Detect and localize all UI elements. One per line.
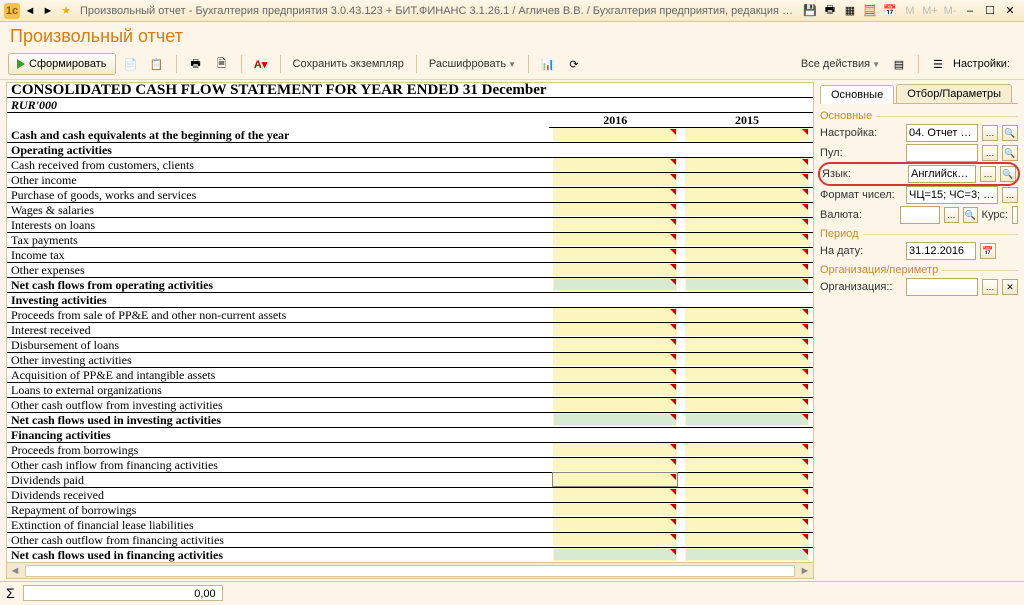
rate-label: Курс: bbox=[982, 209, 1008, 221]
all-actions-label: Все действия bbox=[801, 58, 870, 70]
calc-icon[interactable]: 🧮 bbox=[862, 3, 878, 19]
settings-panel: Основные Отбор/Параметры Основные Настро… bbox=[814, 80, 1024, 581]
tab-filter[interactable]: Отбор/Параметры bbox=[896, 84, 1012, 103]
print-icon[interactable]: 🖶 bbox=[822, 3, 838, 19]
currency-input[interactable] bbox=[900, 206, 940, 224]
org-more-icon[interactable]: … bbox=[982, 279, 998, 295]
all-actions-dropdown[interactable]: Все действия▼ bbox=[797, 56, 884, 72]
setting-input[interactable]: 04. Отчет о движении денеж bbox=[906, 124, 978, 142]
close-icon[interactable]: ✕ bbox=[1002, 3, 1018, 19]
actions-menu-icon[interactable]: ▤ bbox=[888, 53, 910, 75]
group-org: Организация/периметр bbox=[820, 264, 1018, 276]
maximize-icon[interactable]: ☐ bbox=[982, 3, 998, 19]
sum-value: 0,00 bbox=[23, 585, 223, 601]
statusbar: Σ 0,00 bbox=[0, 581, 1024, 603]
group-period: Период bbox=[820, 228, 1018, 240]
lang-search-icon[interactable]: 🔍 bbox=[1000, 166, 1016, 182]
currency-more-icon[interactable]: … bbox=[944, 207, 959, 223]
decrypt-label: Расшифровать bbox=[429, 58, 506, 70]
settings-toggle-icon[interactable]: ☰ bbox=[927, 53, 949, 75]
settings-label: Настройки: bbox=[953, 58, 1016, 70]
form-button[interactable]: Сформировать bbox=[8, 53, 116, 75]
report-area: CONSOLIDATED CASH FLOW STATEMENT FOR YEA… bbox=[6, 82, 814, 579]
minimize-icon[interactable]: – bbox=[962, 3, 978, 19]
numfmt-label: Формат чисел: bbox=[820, 189, 902, 201]
page-header: Произвольный отчет bbox=[0, 22, 1024, 49]
form-button-label: Сформировать bbox=[29, 58, 107, 70]
toolbar: Сформировать 📄 📋 🖶 🗎 A▾ Сохранить экземп… bbox=[0, 49, 1024, 80]
horizontal-scrollbar[interactable]: ◄► bbox=[7, 562, 813, 578]
page-title: Произвольный отчет bbox=[10, 26, 1014, 47]
setting-label: Настройка: bbox=[820, 127, 902, 139]
numfmt-input[interactable]: ЧЦ=15; ЧС=3; ЧО=0 bbox=[906, 186, 998, 204]
org-input[interactable] bbox=[906, 278, 978, 296]
window-title: Произвольный отчет - Бухгалтерия предпри… bbox=[76, 5, 802, 17]
setting-search-icon[interactable]: 🔍 bbox=[1002, 125, 1018, 141]
window-titlebar: 1c ◄ ► ★ Произвольный отчет - Бухгалтери… bbox=[0, 0, 1024, 22]
field-numformat: Формат чисел: ЧЦ=15; ЧС=3; ЧО=0 … bbox=[820, 186, 1018, 204]
nav-back-icon[interactable]: ◄ bbox=[22, 3, 38, 19]
preview-icon[interactable]: 🗎 bbox=[211, 53, 233, 75]
date-calendar-icon[interactable]: 📅 bbox=[980, 243, 996, 259]
calendar-icon[interactable]: 📅 bbox=[882, 3, 898, 19]
chart-icon[interactable]: 📊 bbox=[537, 53, 559, 75]
org-clear-icon[interactable]: ✕ bbox=[1002, 279, 1018, 295]
mminus-icon[interactable]: M- bbox=[942, 3, 958, 19]
tab-main[interactable]: Основные bbox=[820, 85, 894, 104]
pool-input[interactable] bbox=[906, 144, 978, 162]
field-org: Организация:: … ✕ bbox=[820, 278, 1018, 296]
pool-label: Пул: bbox=[820, 147, 902, 159]
paste-icon[interactable]: 📋 bbox=[146, 53, 168, 75]
lang-more-icon[interactable]: … bbox=[980, 166, 996, 182]
rate-input[interactable]: 0,0000 bbox=[1012, 206, 1018, 224]
printer-icon[interactable]: 🖶 bbox=[185, 53, 207, 75]
nav-fwd-icon[interactable]: ► bbox=[40, 3, 56, 19]
numfmt-more-icon[interactable]: … bbox=[1002, 187, 1018, 203]
report-scroll[interactable]: CONSOLIDATED CASH FLOW STATEMENT FOR YEA… bbox=[7, 83, 813, 562]
date-label: На дату: bbox=[820, 245, 902, 257]
m-icon[interactable]: M bbox=[902, 3, 918, 19]
app-icon: 1c bbox=[4, 3, 20, 19]
refresh-icon[interactable]: ⟳ bbox=[563, 53, 585, 75]
field-setting: Настройка: 04. Отчет о движении денеж … … bbox=[820, 124, 1018, 142]
lang-input[interactable]: Английский (США) bbox=[908, 165, 976, 183]
group-main: Основные bbox=[820, 110, 1018, 122]
save-copy-link[interactable]: Сохранить экземпляр bbox=[289, 56, 408, 72]
mplus-icon[interactable]: M+ bbox=[922, 3, 938, 19]
decrypt-dropdown[interactable]: Расшифровать▼ bbox=[425, 56, 520, 72]
sigma-icon: Σ bbox=[6, 585, 15, 601]
field-date: На дату: 31.12.2016 📅 bbox=[820, 242, 1018, 260]
field-currency: Валюта: … 🔍 Курс: 0,0000 bbox=[820, 206, 1018, 224]
grid-icon[interactable]: ▦ bbox=[842, 3, 858, 19]
lang-label: Язык: bbox=[822, 168, 904, 180]
date-input[interactable]: 31.12.2016 bbox=[906, 242, 976, 260]
field-pool: Пул: … 🔍 bbox=[820, 144, 1018, 162]
org-label: Организация:: bbox=[820, 281, 902, 293]
copy-icon[interactable]: 📄 bbox=[120, 53, 142, 75]
field-language: Язык: Английский (США) … 🔍 bbox=[820, 164, 1018, 184]
save-icon[interactable]: 💾 bbox=[802, 3, 818, 19]
pool-search-icon[interactable]: 🔍 bbox=[1002, 145, 1018, 161]
currency-search-icon[interactable]: 🔍 bbox=[963, 207, 978, 223]
favorite-icon[interactable]: ★ bbox=[58, 3, 74, 19]
font-icon[interactable]: A▾ bbox=[250, 53, 272, 75]
currency-label: Валюта: bbox=[820, 209, 896, 221]
pool-more-icon[interactable]: … bbox=[982, 145, 998, 161]
setting-more-icon[interactable]: … bbox=[982, 125, 998, 141]
